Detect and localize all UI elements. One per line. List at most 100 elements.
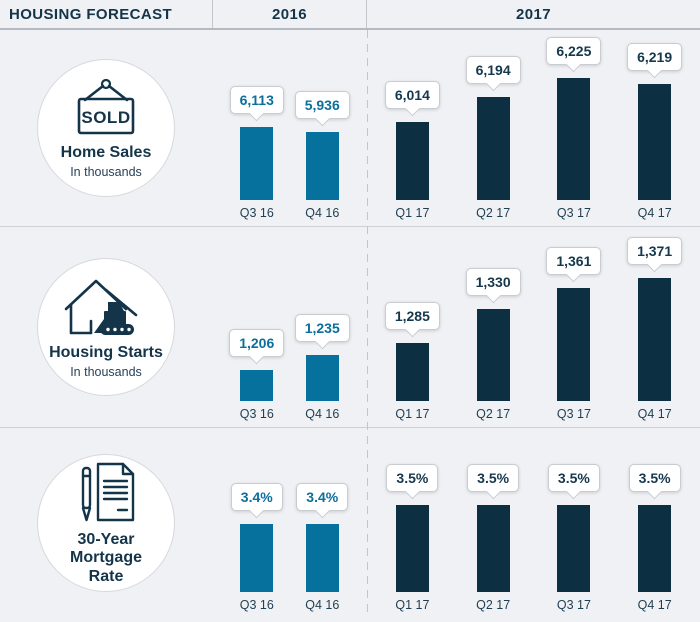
value-callout: 1,361	[546, 247, 602, 283]
bar	[476, 97, 510, 200]
bar-label: Q1 17	[395, 407, 430, 421]
value-callout: 1,206	[229, 329, 285, 365]
bar-group: 1,235 Q4 16	[290, 314, 356, 422]
row-mortgage-rate: 30-Year Mortgage Rate 3.4% Q3 16 3.4% Q4 16…	[0, 428, 700, 618]
bar-label: Q4 17	[637, 206, 672, 220]
value-callout: 1,235	[294, 314, 350, 350]
home-sales-2017-chart: 6,014 Q1 17 6,194 Q2 17 6,225 Q3 17 6,219 Q4 17	[367, 30, 700, 226]
value-callout: 3.4%	[296, 483, 349, 519]
mortgage-document-icon	[81, 462, 135, 522]
value-callout: 1,371	[627, 237, 683, 273]
callout-tail	[566, 266, 582, 283]
value-callout: 6,014	[384, 81, 440, 117]
sold-sign-icon: SOLD	[77, 79, 135, 135]
callout-tail	[485, 483, 501, 500]
callout-tail	[248, 502, 265, 519]
value-callout: 5,936	[294, 91, 350, 127]
home-sales-badge: SOLD Home Sales In thousands	[37, 59, 175, 197]
bar-label: Q3 17	[556, 598, 591, 612]
value-callout: 6,225	[546, 37, 602, 73]
value-callout: 6,113	[229, 86, 284, 122]
value-callout: 3.5%	[467, 464, 520, 500]
callout-tail	[485, 287, 501, 304]
callout-tail	[404, 483, 421, 500]
bar-group: 6,225 Q3 17	[534, 37, 615, 221]
column-header-2016: 2016	[213, 0, 367, 28]
row-housing-starts: Housing Starts In thousands 1,206 Q3 16 1,…	[0, 227, 700, 428]
callout-tail	[646, 483, 663, 500]
bar	[557, 505, 591, 592]
bar-group: 1,371 Q4 17	[614, 237, 695, 422]
bar-group: 5,936 Q4 16	[290, 91, 356, 221]
bar-label: Q2 17	[476, 598, 511, 612]
bar-label: Q4 17	[637, 598, 672, 612]
bar-group: 6,113 Q3 16	[224, 86, 290, 221]
bar-group: 6,219 Q4 17	[614, 43, 695, 221]
home-sales-2016-chart: 6,113 Q3 16 5,936 Q4 16	[212, 30, 367, 226]
house-bulldozer-icon	[64, 279, 138, 336]
bar-group: 3.5% Q3 17	[534, 464, 615, 613]
callout-tail	[404, 321, 421, 338]
bar-group: 1,330 Q2 17	[453, 268, 534, 422]
bar-group: 1,285 Q1 17	[372, 302, 453, 422]
bar-label: Q4 16	[305, 407, 340, 421]
bar	[557, 288, 591, 401]
bar	[240, 524, 274, 592]
bar	[557, 78, 591, 200]
bar	[638, 278, 672, 401]
value-callout: 3.5%	[386, 464, 439, 500]
header: HOUSING FORECAST 2016 2017	[0, 0, 700, 30]
callout-tail	[314, 110, 331, 127]
mortgage-rate-badge: 30-Year Mortgage Rate	[37, 454, 175, 592]
housing-starts-2016-chart: 1,206 Q3 16 1,235 Q4 16	[212, 227, 367, 427]
value-callout: 1,330	[465, 268, 521, 304]
callout-tail	[566, 483, 582, 500]
page-title: HOUSING FORECAST	[0, 0, 213, 28]
bar	[395, 343, 429, 401]
bar-label: Q3 17	[556, 206, 591, 220]
callout-tail	[646, 256, 663, 273]
bar-group: 3.5% Q2 17	[453, 464, 534, 613]
callout-tail	[314, 333, 331, 350]
row-home-sales: SOLD Home Sales In thousands 6,113 Q3 16 5…	[0, 30, 700, 227]
callout-tail	[566, 56, 582, 73]
value-callout: 3.4%	[230, 483, 283, 519]
value-callout: 1,285	[384, 302, 440, 338]
bar-label: Q4 16	[305, 598, 340, 612]
bar	[395, 505, 429, 592]
housing-starts-2017-chart: 1,285 Q1 17 1,330 Q2 17 1,361 Q3 17 1,371 Q4 17	[367, 227, 700, 427]
bar	[476, 309, 510, 401]
row-title: Home Sales	[60, 144, 152, 162]
home-sales-icon-column: SOLD Home Sales In thousands	[0, 30, 212, 226]
bar-label: Q1 17	[395, 206, 430, 220]
bar-label: Q3 16	[239, 206, 274, 220]
housing-starts-badge: Housing Starts In thousands	[37, 258, 175, 396]
bar-label: Q2 17	[476, 407, 511, 421]
bar-label: Q3 16	[239, 407, 274, 421]
row-subtitle: In thousands	[70, 164, 142, 179]
bar-group: 3.4% Q3 16	[224, 483, 290, 613]
bar-group: 3.5% Q1 17	[372, 464, 453, 613]
bar-group: 6,194 Q2 17	[453, 56, 534, 221]
bar-group: 1,361 Q3 17	[534, 247, 615, 422]
callout-tail	[314, 502, 331, 519]
housing-starts-icon-column: Housing Starts In thousands	[0, 227, 212, 427]
mortgage-rate-icon-column: 30-Year Mortgage Rate	[0, 428, 212, 618]
svg-text:SOLD: SOLD	[81, 108, 130, 127]
bar	[305, 355, 339, 401]
bar	[305, 132, 339, 200]
mortgage-rate-2017-chart: 3.5% Q1 17 3.5% Q2 17 3.5% Q3 17 3.5% Q4 17	[367, 428, 700, 618]
bar	[240, 370, 274, 401]
row-title: Housing Starts	[49, 344, 163, 362]
callout-tail	[404, 100, 421, 117]
bar-label: Q3 16	[239, 598, 274, 612]
bar	[638, 84, 672, 200]
bar-group: 6,014 Q1 17	[372, 81, 453, 221]
bar	[476, 505, 510, 592]
bar-group: 1,206 Q3 16	[224, 329, 290, 422]
row-subtitle: In thousands	[70, 364, 142, 379]
callout-tail	[485, 75, 501, 92]
bar-label: Q3 17	[556, 407, 591, 421]
bar-label: Q4 16	[305, 206, 340, 220]
